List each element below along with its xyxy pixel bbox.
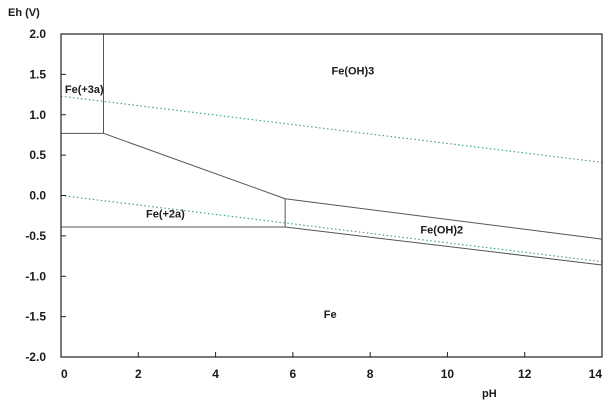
region-label: Fe(OH)2 [420,224,463,236]
y-tick-label: -1.0 [25,269,46,283]
x-tick-label: 10 [441,367,455,381]
y-tick-label: 0.0 [29,189,46,203]
water-stability-line-1 [60,95,603,163]
region-label: Fe [324,309,337,321]
x-tick-label: 4 [212,367,219,381]
x-tick-label: 0 [61,367,68,381]
x-tick-label: 14 [589,367,603,381]
y-axis-ticks: 2.0 1.5 1.0 0.5 0.0 -0.5 -1.0 -1.5 -2.0 [25,27,66,364]
x-tick-label: 8 [367,367,374,381]
y-tick-label: -1.5 [25,310,46,324]
y-tick-label: -0.5 [25,229,46,243]
y-axis-label: Eh (V) [8,7,40,19]
phase-boundary-4 [285,198,603,240]
x-tick-label: 12 [518,367,532,381]
x-tick-label: 6 [290,367,297,381]
water-stability-line-2 [60,194,603,263]
region-label: Fe(+2a) [146,208,185,220]
plot-marks: Fe(OH)3 Fe(+3a) Fe(+2a) Fe(OH)2 Fe [60,34,603,321]
x-tick-label: 2 [135,367,142,381]
x-axis-ticks: 0 2 4 6 8 10 12 14 [60,352,603,381]
region-label: Fe(OH)3 [332,65,375,77]
y-tick-label: 1.5 [29,67,46,81]
x-axis-label: pH [482,388,497,400]
y-tick-label: -2.0 [25,350,46,364]
y-tick-label: 0.5 [29,148,46,162]
y-tick-label: 2.0 [29,27,46,41]
y-tick-label: 1.0 [29,108,46,122]
phase-boundary-7 [285,226,603,266]
region-label: Fe(+3a) [65,84,104,96]
phase-boundary-3 [103,132,286,200]
